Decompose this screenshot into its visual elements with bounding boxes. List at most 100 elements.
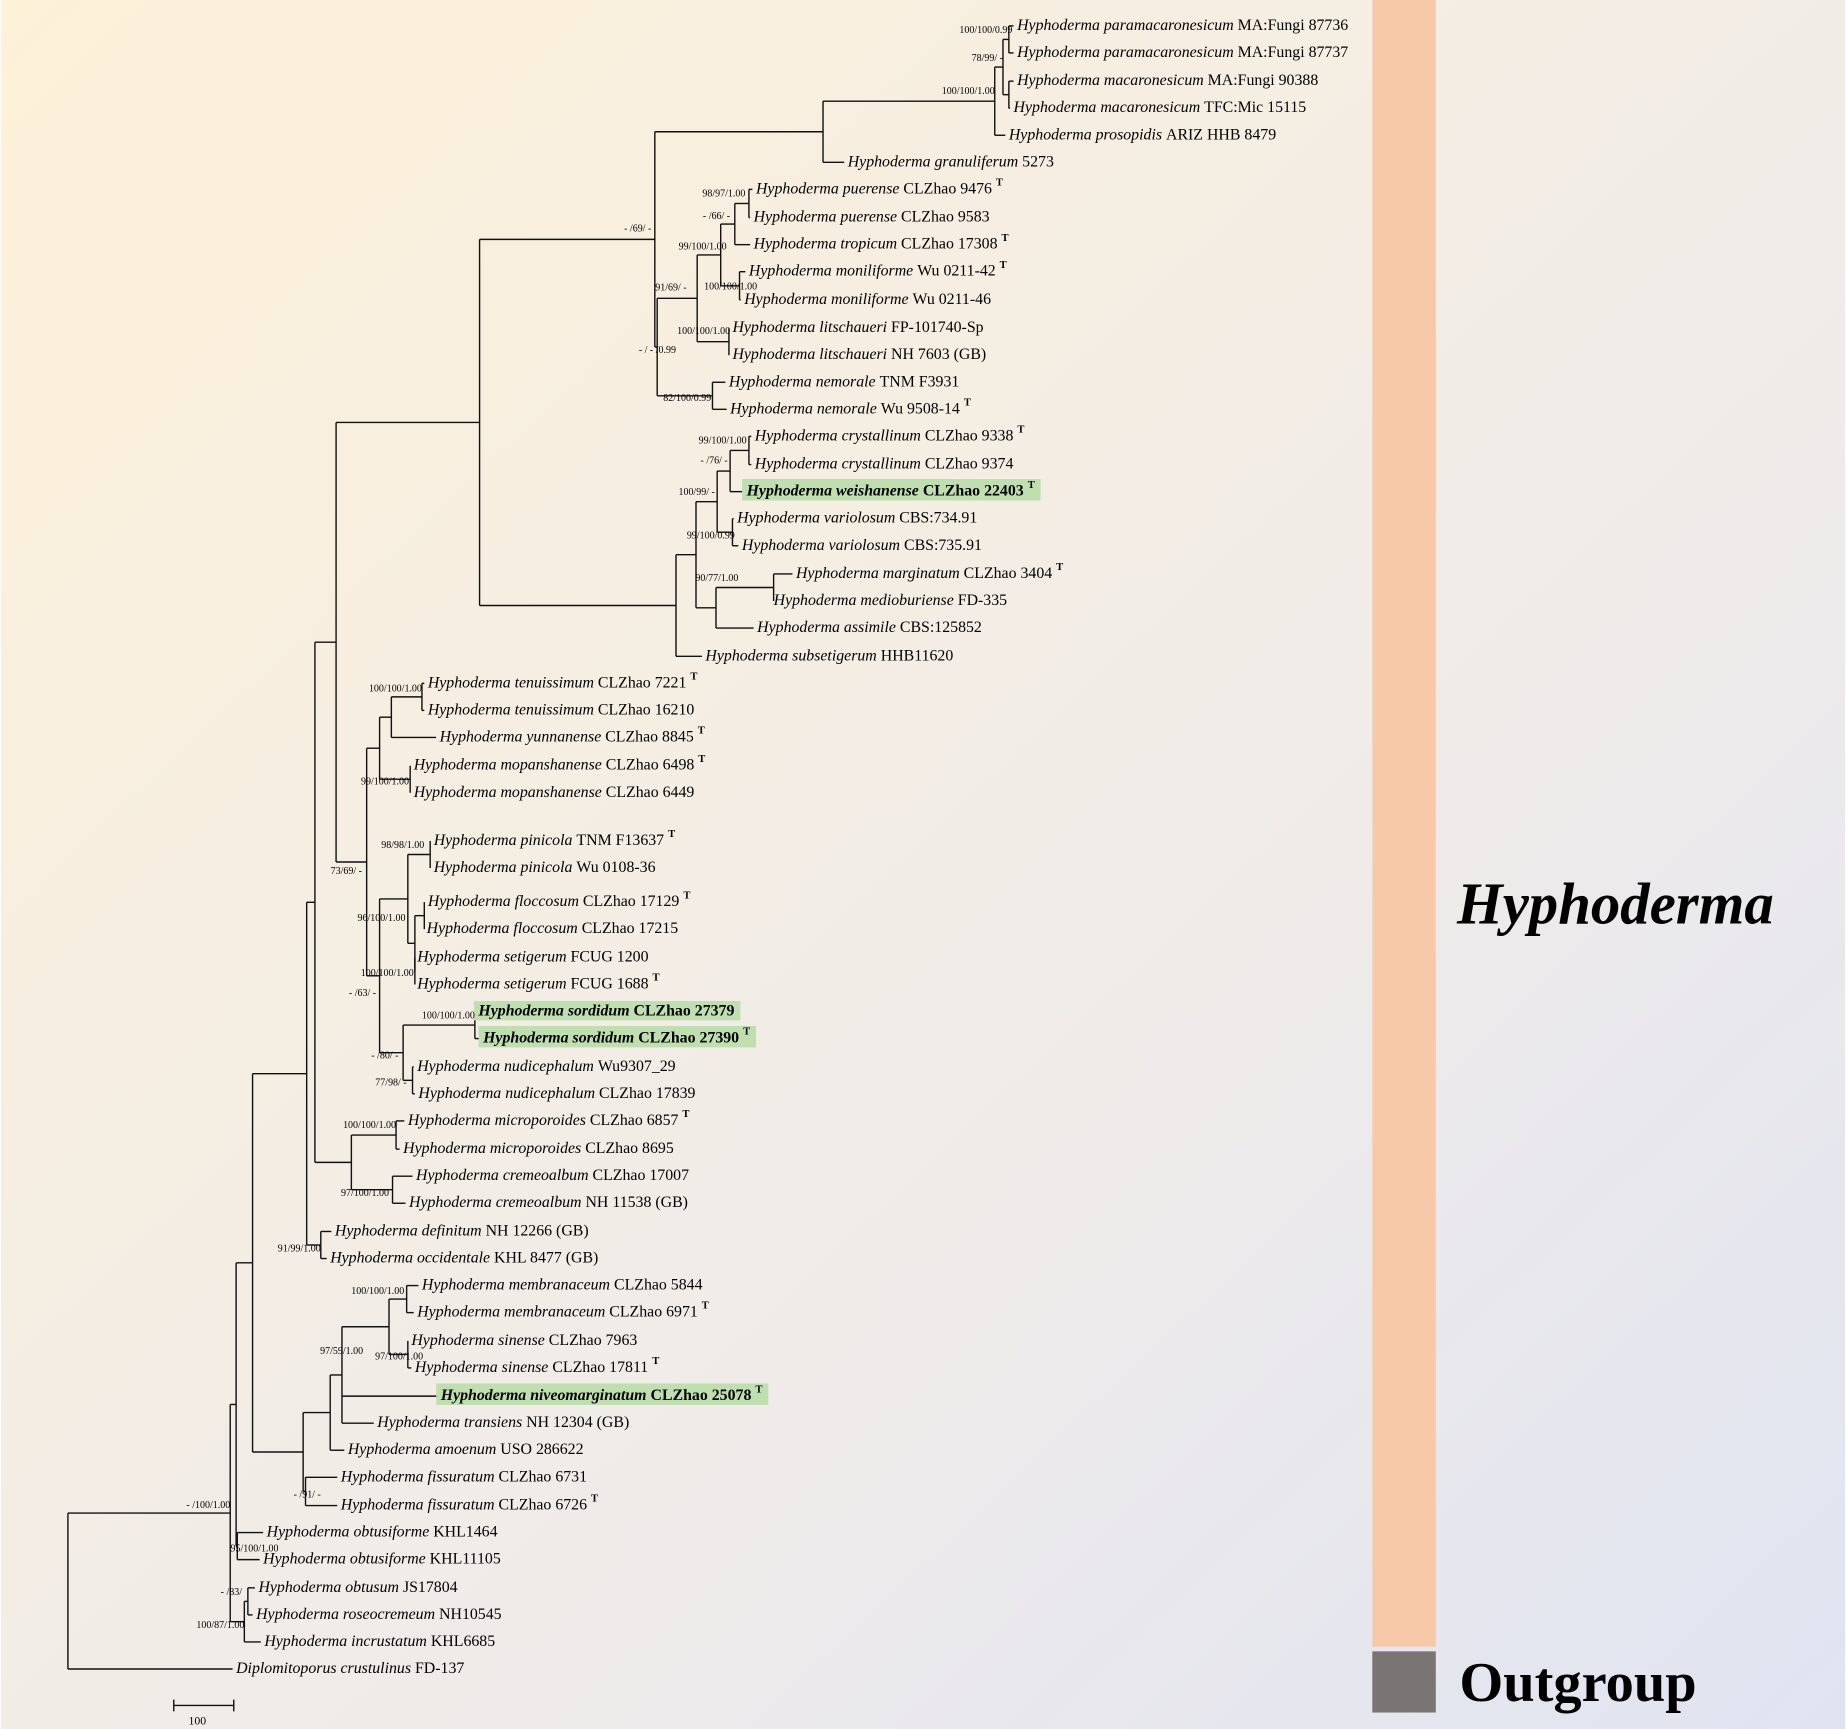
species: obtusiforme	[350, 1550, 426, 1567]
genus: Hyphoderma	[731, 319, 815, 336]
species: cremeoalbum	[503, 1167, 589, 1184]
genus: Hyphoderma	[482, 1029, 569, 1046]
type-mark: T	[743, 1027, 750, 1038]
strain: CLZhao 3404	[964, 565, 1053, 582]
strain: FCUG 1688	[571, 975, 649, 992]
strain: NH 12304 (GB)	[526, 1414, 629, 1431]
species: crustulinus	[341, 1660, 411, 1677]
species: sordidum	[567, 1002, 630, 1019]
genus: Hyphoderma	[729, 400, 813, 417]
strain: CLZhao 6726	[499, 1496, 588, 1513]
genus: Hyphoderma	[255, 1606, 339, 1623]
genus: Hyphoderma	[407, 1112, 491, 1129]
species: sinense	[502, 1359, 549, 1376]
species: membranaceum	[509, 1276, 610, 1293]
taxon-label: Hyphoderma crystallinum CLZhao 9374	[754, 455, 1014, 472]
support-value: - /69/ -	[624, 224, 651, 235]
taxon-label: Hyphoderma moniliforme Wu 0211-46	[743, 291, 991, 308]
species: moniliforme	[836, 262, 914, 279]
taxon-label: Hyphoderma nemorale Wu 9508-14 T	[729, 398, 971, 417]
genus: Hyphoderma	[433, 859, 517, 876]
strain: KHL11105	[430, 1550, 501, 1567]
taxon-label: Hyphoderma pinicola Wu 0108-36	[433, 859, 656, 876]
species: crystallinum	[842, 455, 921, 472]
genus: Hyphoderma	[416, 1303, 500, 1320]
type-mark: T	[698, 754, 705, 765]
genus: Hyphoderma	[1013, 99, 1097, 116]
strain: CLZhao 16210	[598, 701, 695, 718]
species: variolosum	[824, 509, 895, 526]
strain: FD-137	[415, 1660, 464, 1677]
taxon-label: Hyphoderma litschaueri FP-101740-Sp	[731, 319, 983, 336]
genus: Hyphoderma	[427, 701, 511, 718]
species: fissuratum	[428, 1468, 495, 1485]
support-value: 78/99/ -	[972, 53, 1003, 64]
type-mark: T	[996, 178, 1003, 189]
genus: Hyphoderma	[477, 1002, 564, 1019]
genus: Hyphoderma	[440, 1387, 527, 1404]
strain: CLZhao 9338	[925, 427, 1014, 444]
taxon-label: Hyphoderma weishanense CLZhao 22403 T	[746, 480, 1035, 499]
taxon-label: Hyphoderma amoenum USO 286622	[347, 1441, 584, 1458]
genus: Hyphoderma	[416, 1057, 500, 1074]
taxon-label: Hyphoderma yunnanense CLZhao 8845 T	[439, 726, 705, 745]
genus: Hyphoderma	[731, 346, 815, 363]
type-mark: T	[1002, 233, 1009, 244]
genus: Hyphoderma	[427, 674, 511, 691]
type-mark: T	[683, 891, 690, 902]
genus: Hyphoderma	[1016, 44, 1100, 61]
genus: Hyphoderma	[413, 783, 497, 800]
taxon-label: Hyphoderma membranaceum CLZhao 5844	[421, 1276, 703, 1293]
type-mark: T	[1028, 480, 1035, 491]
genus: Hyphoderma	[415, 1167, 499, 1184]
genus: Hyphoderma	[262, 1550, 346, 1567]
species: setigerum	[504, 975, 567, 992]
type-mark: T	[652, 1356, 659, 1367]
strain: KHL6685	[431, 1633, 495, 1650]
support-value: 99/100/1.00	[361, 777, 409, 788]
support-value: 100/99/ -	[678, 487, 714, 498]
species: mopanshanense	[500, 756, 601, 773]
support-value: 100/100/1.00	[361, 968, 414, 979]
taxon-label: Hyphoderma pinicola TNM F13637 T	[433, 830, 675, 849]
species: macaronesicum	[1104, 72, 1204, 89]
genus: Hyphoderma	[329, 1249, 413, 1266]
species: mopanshanense	[500, 783, 601, 800]
genus: Hyphoderma	[728, 373, 812, 390]
strain: KHL 8477 (GB)	[494, 1249, 598, 1266]
taxon-label: Hyphoderma cremeoalbum NH 11538 (GB)	[408, 1194, 688, 1211]
type-mark: T	[702, 1301, 709, 1312]
strain: CLZhao 8695	[585, 1140, 674, 1157]
taxon-label: Hyphoderma transiens NH 12304 (GB)	[376, 1414, 629, 1431]
taxon-label: Hyphoderma puerense CLZhao 9476 T	[755, 178, 1003, 197]
taxon-label: Hyphoderma cremeoalbum CLZhao 17007	[415, 1167, 689, 1184]
species: obtusiforme	[353, 1523, 429, 1540]
taxon-label: Hyphoderma incrustatum KHL6685	[263, 1633, 495, 1650]
taxon-label: Hyphoderma mopanshanense CLZhao 6449	[413, 783, 695, 800]
support-value: 99/100/1.00	[699, 435, 747, 446]
genus: Hyphoderma	[743, 291, 827, 308]
species: incrustatum	[351, 1633, 427, 1650]
species: subsetigerum	[792, 647, 877, 664]
type-mark: T	[1017, 425, 1024, 436]
species: sordidum	[572, 1029, 635, 1046]
taxon-label: Hyphoderma floccosum CLZhao 17215	[426, 920, 679, 937]
species: litschaueri	[819, 319, 887, 336]
taxon-label: Hyphoderma niveomarginatum CLZhao 25078 …	[440, 1385, 763, 1404]
taxon-label: Hyphoderma sordidum CLZhao 27390 T	[482, 1027, 750, 1046]
strain: CLZhao 17308	[901, 235, 998, 252]
genus: Hyphoderma	[340, 1496, 424, 1513]
support-value: 96/100/1.00	[357, 913, 405, 924]
support-value: 95/100/1.00	[230, 1543, 278, 1554]
taxon-label: Hyphoderma setigerum FCUG 1200	[416, 948, 648, 965]
species: membranaceum	[504, 1303, 605, 1320]
taxon-label: Hyphoderma puerense CLZhao 9583	[753, 208, 990, 225]
taxon-label: Hyphoderma subsetigerum HHB11620	[704, 647, 953, 664]
species: obtusum	[345, 1578, 399, 1595]
taxon-label: Hyphoderma sinense CLZhao 17811 T	[414, 1356, 659, 1375]
taxon-label: Hyphoderma granuliferum 5273	[847, 153, 1054, 170]
species: setigerum	[504, 948, 567, 965]
support-value: 100/100/1.00	[677, 326, 730, 337]
strain: KHL1464	[433, 1523, 497, 1540]
